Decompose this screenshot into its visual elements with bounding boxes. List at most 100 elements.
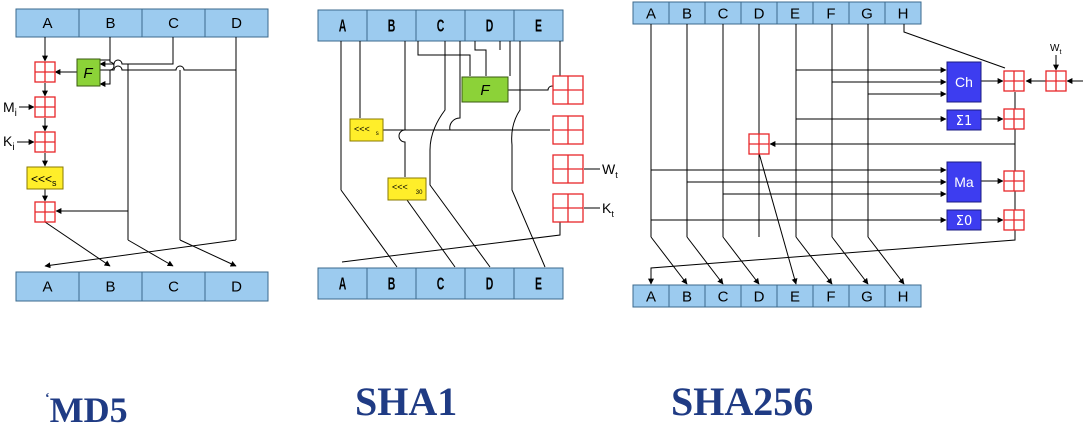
sha1-function-box bbox=[461, 76, 509, 103]
sha1-top-label-c: C bbox=[437, 17, 445, 36]
md5-bottom-registers: A B C D bbox=[15, 271, 269, 302]
md5-bottom-label-a: A bbox=[42, 279, 52, 296]
sha256-adder-d bbox=[748, 133, 770, 155]
sha256-top-label-c: C bbox=[718, 5, 729, 22]
md5-top-cell-d bbox=[204, 8, 269, 38]
md5-adder-2 bbox=[34, 96, 56, 118]
sha256-word-input-label: Wt bbox=[1050, 43, 1061, 56]
md5-adder-1 bbox=[34, 61, 56, 83]
sha256-ch-block bbox=[946, 61, 982, 103]
sha1-bottom-label-d: D bbox=[486, 275, 494, 294]
md5-bottom-cell-b bbox=[78, 271, 143, 302]
sha256-ch-label: Ch bbox=[955, 74, 973, 90]
md5-rotate-box bbox=[26, 166, 64, 190]
sha1-word-input-label: Wt bbox=[602, 161, 618, 180]
sha1-bottom-label-a: A bbox=[339, 275, 347, 294]
md5-caption: ‘MD5 bbox=[45, 390, 128, 430]
sha256-sigma1-label: Σ1 bbox=[956, 114, 973, 129]
sha256-diagram: A B C D E F G H A B C D E F G H bbox=[632, 1, 1083, 308]
sha256-ma-label: Ma bbox=[954, 174, 974, 190]
sha1-bottom-cell-d bbox=[464, 267, 515, 300]
sha256-bottom-label-g: G bbox=[861, 288, 873, 305]
sha256-bottom-label-c: C bbox=[718, 288, 729, 305]
sha256-adder-ma bbox=[1003, 170, 1025, 192]
sha256-bottom-cell-h bbox=[884, 284, 922, 308]
md5-top-label-b: B bbox=[105, 15, 115, 32]
sha256-bottom-label-d: D bbox=[754, 288, 765, 305]
sha256-adder-sigma1 bbox=[1003, 108, 1025, 130]
sha1-function-label: F bbox=[480, 82, 490, 99]
sha1-top-registers: A B C D E bbox=[317, 9, 564, 42]
md5-rotate-label: <<<s bbox=[31, 172, 57, 188]
md5-adder-4 bbox=[34, 201, 56, 223]
sha1-bottom-registers: A B C D E bbox=[317, 267, 564, 300]
md5-top-label-a: A bbox=[42, 15, 52, 32]
sha256-top-label-a: A bbox=[646, 5, 656, 22]
sha256-bottom-label-h: H bbox=[898, 288, 909, 305]
sha1-bottom-cell-c bbox=[415, 267, 466, 300]
sha256-adder-ch bbox=[1003, 70, 1025, 92]
sha1-top-cell-b bbox=[366, 9, 417, 42]
sha1-bottom-label-b: B bbox=[388, 275, 396, 294]
sha1-constant-input-label: Kt bbox=[602, 200, 614, 219]
sha256-top-label-e: E bbox=[790, 5, 800, 22]
sha1-top-cell-e bbox=[513, 9, 564, 42]
md5-top-cell-a bbox=[15, 8, 80, 38]
md5-function-label: F bbox=[83, 65, 93, 82]
sha256-bottom-label-e: E bbox=[790, 288, 800, 305]
sha256-top-label-g: G bbox=[861, 5, 873, 22]
md5-bottom-cell-d bbox=[204, 271, 269, 302]
sha1-bottom-label-e: E bbox=[535, 275, 542, 294]
sha1-top-cell-d bbox=[464, 9, 515, 42]
sha1-rotate-30-box bbox=[387, 177, 427, 201]
sha256-top-registers: A B C D E F G H bbox=[632, 1, 922, 25]
sha1-adder-3 bbox=[552, 154, 584, 184]
sha1-adder-4 bbox=[552, 193, 584, 223]
sha256-adder-w bbox=[1045, 70, 1067, 92]
md5-adder-3 bbox=[34, 131, 56, 153]
sha1-adder-1 bbox=[552, 75, 584, 105]
sha1-top-label-e: E bbox=[535, 17, 542, 36]
sha1-rotate-s-label: <<< s bbox=[354, 124, 379, 137]
sha256-top-cell-h bbox=[884, 1, 922, 25]
sha1-diagram: A B C D E A B C D E F bbox=[317, 9, 618, 300]
sha1-top-label-d: D bbox=[486, 17, 494, 36]
sha1-bottom-label-c: C bbox=[437, 275, 445, 294]
sha256-top-label-h: H bbox=[898, 5, 909, 22]
sha256-bottom-label-b: B bbox=[682, 288, 692, 305]
sha256-bottom-registers: A B C D E F G H bbox=[632, 284, 922, 308]
sha256-caption: SHA256 bbox=[671, 379, 814, 424]
md5-top-label-d: D bbox=[231, 15, 242, 32]
sha256-sigma1-block bbox=[946, 109, 982, 131]
sha256-top-label-b: B bbox=[682, 5, 692, 22]
sha1-bottom-cell-e bbox=[513, 267, 564, 300]
sha256-sigma0-label: Σ0 bbox=[956, 214, 973, 229]
md5-top-label-c: C bbox=[168, 15, 179, 32]
sha1-top-label-b: B bbox=[388, 17, 396, 36]
md5-bottom-cell-c bbox=[141, 271, 206, 302]
md5-top-registers: A B C D bbox=[15, 8, 269, 38]
sha1-bottom-cell-b bbox=[366, 267, 417, 300]
md5-message-input-label: Mi bbox=[3, 99, 17, 119]
sha1-bottom-cell-a bbox=[317, 267, 368, 300]
sha1-adder-2 bbox=[552, 115, 584, 145]
sha256-top-label-f: F bbox=[826, 5, 835, 22]
md5-diagram: A B C D A B C D F Mi bbox=[3, 8, 269, 302]
sha256-adder-sigma0 bbox=[1003, 209, 1025, 231]
sha1-rotate-30-label: <<<30 bbox=[392, 182, 423, 196]
sha256-sigma0-block bbox=[946, 209, 982, 231]
md5-function-box bbox=[76, 58, 101, 87]
md5-bottom-cell-a bbox=[15, 271, 80, 302]
sha256-top-label-d: D bbox=[754, 5, 765, 22]
sha1-top-cell-a bbox=[317, 9, 368, 42]
sha256-bottom-label-f: F bbox=[826, 288, 835, 305]
md5-bottom-label-d: D bbox=[231, 279, 242, 296]
sha1-rotate-s-box bbox=[349, 118, 384, 142]
sha256-ma-block bbox=[946, 161, 982, 203]
sha1-caption: SHA1 bbox=[355, 379, 458, 424]
md5-bottom-label-b: B bbox=[105, 279, 115, 296]
md5-top-cell-b bbox=[78, 8, 143, 38]
sha256-bottom-label-a: A bbox=[646, 288, 656, 305]
md5-constant-input-label: Ki bbox=[3, 133, 15, 153]
